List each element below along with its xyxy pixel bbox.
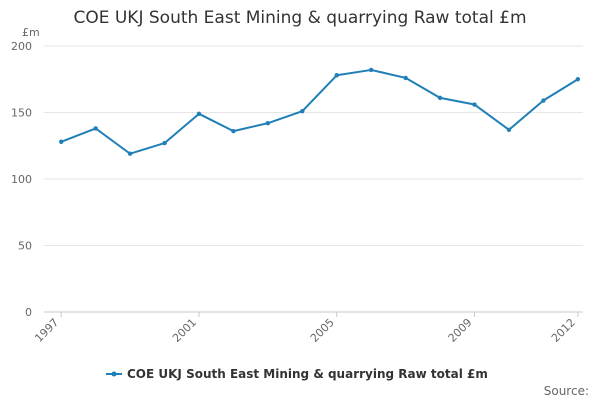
- y-axis: £m 0 50 100 150 200: [11, 26, 40, 319]
- legend-label: COE UKJ South East Mining & quarrying Ra…: [127, 367, 488, 381]
- data-point[interactable]: [265, 120, 271, 126]
- gridlines: [44, 45, 583, 246]
- data-point[interactable]: [575, 77, 581, 82]
- data-point[interactable]: [196, 111, 202, 117]
- data-point[interactable]: [93, 126, 98, 131]
- data-point[interactable]: [541, 98, 546, 103]
- data-point[interactable]: [231, 128, 236, 134]
- x-tick-label: 1997: [32, 316, 61, 345]
- x-tick-label: 2005: [308, 316, 337, 345]
- x-tick-label: 2001: [170, 316, 199, 345]
- series-line: [60, 68, 579, 155]
- source-label: Source:: [544, 384, 589, 398]
- data-point[interactable]: [437, 95, 443, 101]
- legend-marker: [111, 371, 117, 377]
- x-tick-label: 2009: [446, 316, 475, 345]
- x-axis: 1997 2001 2005 2009 2012: [32, 311, 583, 345]
- data-point[interactable]: [472, 102, 477, 107]
- chart-title: COE UKJ South East Mining & quarrying Ra…: [73, 8, 527, 28]
- data-point[interactable]: [334, 73, 339, 78]
- data-point[interactable]: [162, 140, 167, 146]
- y-tick-label: 0: [25, 306, 32, 319]
- series-layer: [59, 67, 581, 156]
- x-tick-label: 2012: [549, 316, 578, 345]
- data-point[interactable]: [300, 108, 305, 114]
- y-axis-unit-label: £m: [22, 26, 40, 39]
- y-tick-label: 200: [11, 40, 32, 53]
- data-point[interactable]: [59, 139, 64, 144]
- data-point[interactable]: [506, 127, 512, 132]
- data-point[interactable]: [403, 75, 408, 81]
- y-tick-label: 50: [18, 240, 32, 253]
- y-tick-label: 150: [11, 107, 32, 120]
- data-point[interactable]: [127, 151, 133, 156]
- y-tick-label: 100: [11, 173, 32, 186]
- data-point[interactable]: [368, 67, 374, 73]
- legend[interactable]: COE UKJ South East Mining & quarrying Ra…: [106, 367, 488, 381]
